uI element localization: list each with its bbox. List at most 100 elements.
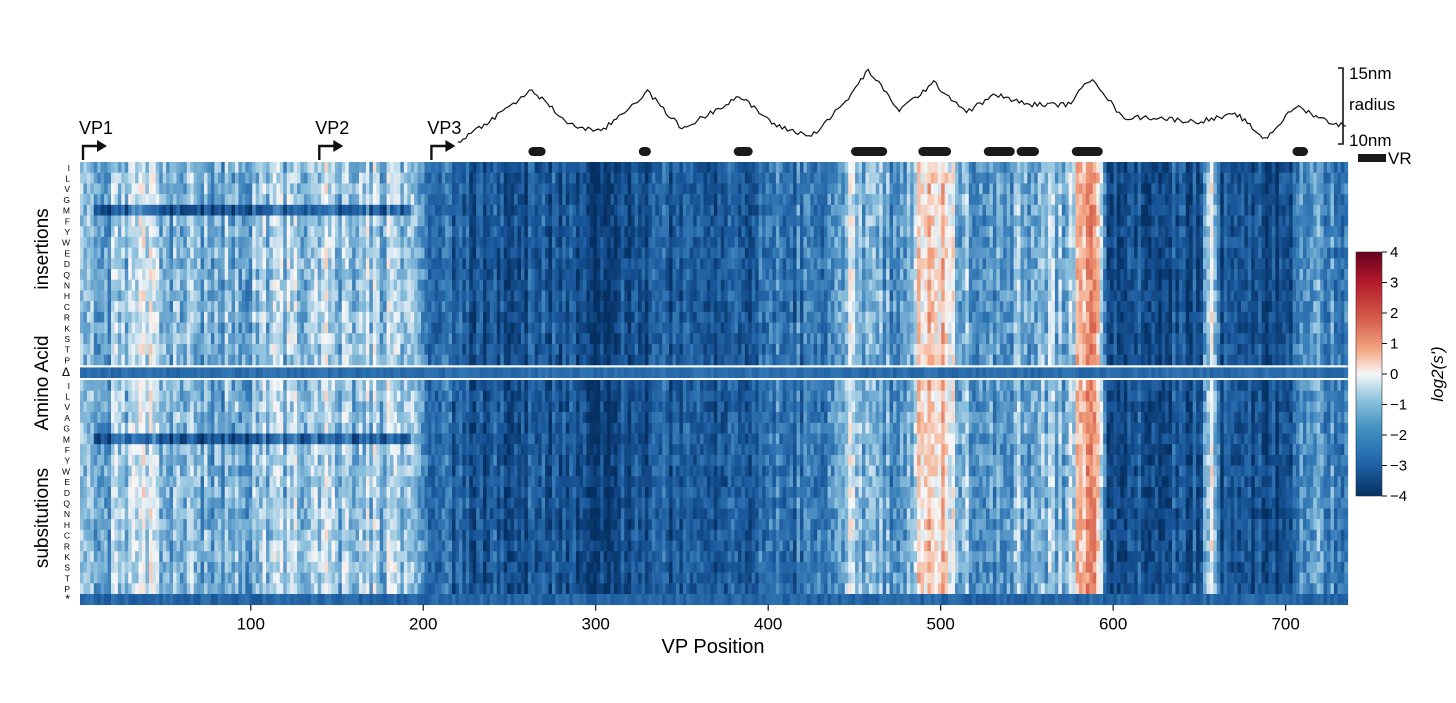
heatmap-cell — [372, 343, 377, 355]
heatmap-cell — [417, 465, 422, 477]
heatmap-cell — [293, 465, 298, 477]
heatmap-cell — [400, 476, 405, 488]
heatmap-cell — [166, 172, 170, 184]
heatmap-cell — [221, 476, 226, 488]
heatmap-cell — [207, 380, 212, 391]
heatmap-cell — [114, 354, 119, 366]
heatmap-cell — [469, 508, 474, 520]
heatmap-cell — [369, 290, 374, 302]
heatmap-cell — [476, 322, 480, 334]
heatmap-cell — [362, 204, 367, 216]
heatmap-cell — [328, 572, 332, 584]
heatmap-cell — [179, 215, 184, 227]
heatmap-cell — [169, 183, 174, 195]
heatmap-cell — [135, 226, 139, 238]
heatmap-cell — [334, 401, 339, 413]
heatmap-cell — [117, 269, 122, 280]
heatmap-cell — [338, 444, 343, 456]
heatmap-cell — [279, 572, 284, 584]
heatmap-cell — [297, 183, 301, 195]
heatmap-cell — [238, 172, 243, 184]
heatmap-cell — [186, 354, 191, 366]
heatmap-cell — [376, 519, 381, 531]
heatmap-cell — [362, 367, 367, 379]
heatmap-cell — [97, 215, 102, 227]
heatmap-cell — [245, 162, 250, 173]
heatmap-cell — [390, 236, 394, 248]
heatmap-cell — [317, 311, 322, 323]
heatmap-cell — [200, 172, 205, 184]
heatmap-cell — [321, 215, 325, 227]
heatmap-cell — [207, 204, 212, 216]
heatmap-cell — [359, 422, 363, 434]
heatmap-cell — [379, 412, 384, 424]
heatmap-cell — [483, 172, 487, 184]
heatmap-cell — [210, 390, 215, 402]
heatmap-cell — [248, 311, 253, 323]
heatmap-cell — [410, 551, 415, 563]
heatmap-cell — [345, 183, 350, 195]
heatmap-cell — [341, 236, 346, 248]
heatmap-cell — [204, 572, 208, 584]
heatmap-cell — [255, 476, 260, 488]
heatmap-cell — [310, 333, 315, 345]
heatmap-cell — [476, 215, 480, 227]
heatmap-cell — [431, 311, 436, 323]
heatmap-cell — [200, 301, 205, 313]
heatmap-cell — [403, 572, 408, 584]
heatmap-cell — [493, 519, 498, 531]
heatmap-cell — [142, 572, 146, 584]
heatmap-cell — [207, 367, 212, 379]
heatmap-cell — [469, 215, 474, 227]
heatmap-cell — [445, 215, 449, 227]
heatmap-cell — [266, 343, 270, 355]
heatmap-cell — [345, 354, 350, 366]
heatmap-cell — [290, 333, 294, 345]
heatmap-cell — [310, 226, 315, 238]
heatmap-cell — [489, 594, 494, 605]
heatmap-cell — [376, 594, 381, 605]
heatmap-cell — [496, 367, 501, 379]
heatmap-cell — [345, 162, 350, 173]
heatmap-cell — [445, 279, 449, 291]
heatmap-cell — [179, 380, 184, 391]
heatmap-cell — [214, 487, 219, 498]
heatmap-cell — [183, 572, 188, 584]
heatmap-cell — [410, 519, 415, 531]
heatmap-cell — [345, 194, 350, 206]
heatmap-cell — [276, 540, 281, 552]
heatmap-cell — [186, 311, 191, 323]
heatmap-cell — [159, 290, 164, 302]
heatmap-cell — [341, 258, 346, 270]
heatmap-cell — [455, 162, 460, 173]
heatmap-cell — [310, 215, 315, 227]
heatmap-cell — [131, 343, 136, 355]
heatmap-cell — [310, 465, 315, 477]
heatmap-cell — [307, 519, 312, 531]
heatmap-cell — [445, 290, 449, 302]
heatmap-cell — [221, 322, 226, 334]
heatmap-cell — [476, 519, 480, 531]
heatmap-cell — [114, 258, 119, 270]
heatmap-cell — [489, 333, 494, 345]
heatmap-cell — [159, 487, 164, 498]
heatmap-cell — [217, 519, 222, 531]
heatmap-cell — [486, 279, 491, 291]
heatmap-cell — [217, 354, 222, 366]
heatmap-cell — [197, 401, 201, 413]
heatmap-cell — [107, 572, 112, 584]
heatmap-cell — [417, 311, 422, 323]
heatmap-cell — [217, 476, 222, 488]
heatmap-cell — [458, 540, 463, 552]
heatmap-cell — [121, 583, 126, 595]
heatmap-cell — [372, 333, 377, 345]
heatmap-cell — [314, 380, 319, 391]
heatmap-cell — [286, 269, 291, 280]
heatmap-cell — [197, 487, 201, 498]
heatmap-cell — [162, 594, 167, 605]
heatmap-cell — [286, 183, 291, 195]
heatmap-cell — [131, 215, 136, 227]
heatmap-cell — [476, 183, 480, 195]
heatmap-cell — [434, 529, 439, 541]
heatmap-cell — [111, 311, 115, 323]
